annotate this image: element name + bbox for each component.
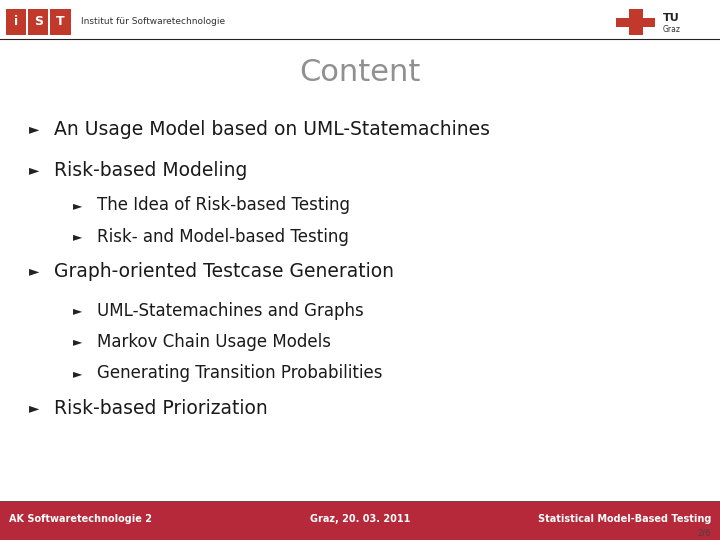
Text: ►: ► <box>73 367 82 380</box>
Text: Institut für Softwaretechnologie: Institut für Softwaretechnologie <box>81 17 225 26</box>
Text: AK Softwaretechnologie 2: AK Softwaretechnologie 2 <box>9 515 152 524</box>
FancyBboxPatch shape <box>50 9 71 35</box>
Text: The Idea of Risk-based Testing: The Idea of Risk-based Testing <box>97 196 350 214</box>
Bar <box>0 501 720 540</box>
Text: Content: Content <box>300 58 420 87</box>
Text: ►: ► <box>30 123 40 137</box>
Text: Generating Transition Probabilities: Generating Transition Probabilities <box>97 364 383 382</box>
Text: An Usage Model based on UML-Statemachines: An Usage Model based on UML-Statemachine… <box>54 120 490 139</box>
FancyBboxPatch shape <box>28 9 48 35</box>
Bar <box>629 9 643 35</box>
Text: Risk- and Model-based Testing: Risk- and Model-based Testing <box>97 227 349 246</box>
FancyBboxPatch shape <box>6 9 26 35</box>
Text: i: i <box>14 15 18 28</box>
Text: Risk-based Modeling: Risk-based Modeling <box>54 160 248 180</box>
Text: ►: ► <box>30 163 40 177</box>
Text: ►: ► <box>30 401 40 415</box>
Text: TU: TU <box>662 13 679 23</box>
Text: Risk-based Priorization: Risk-based Priorization <box>54 399 268 418</box>
Text: 2/6: 2/6 <box>698 529 711 538</box>
Text: ►: ► <box>73 304 82 317</box>
Text: ►: ► <box>73 199 82 212</box>
Text: ►: ► <box>73 230 82 243</box>
Text: T: T <box>56 15 65 28</box>
Text: S: S <box>34 15 42 28</box>
Text: Graz, 20. 03. 2011: Graz, 20. 03. 2011 <box>310 515 410 524</box>
Text: UML-Statemachines and Graphs: UML-Statemachines and Graphs <box>97 301 364 320</box>
Text: ►: ► <box>73 335 82 348</box>
Text: Graph-oriented Testcase Generation: Graph-oriented Testcase Generation <box>54 262 394 281</box>
Text: Graz: Graz <box>662 25 680 34</box>
Text: Statistical Model-Based Testing: Statistical Model-Based Testing <box>538 515 711 524</box>
Text: ►: ► <box>30 265 40 279</box>
Bar <box>616 18 655 27</box>
Text: Markov Chain Usage Models: Markov Chain Usage Models <box>97 333 331 351</box>
